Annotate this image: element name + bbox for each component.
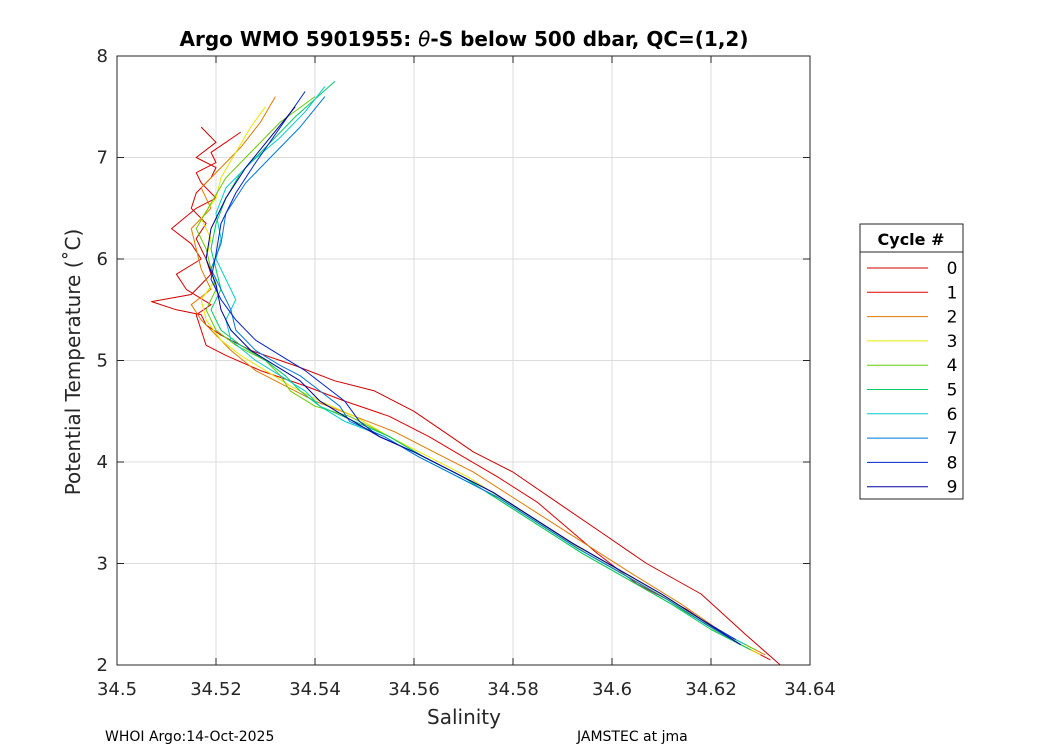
y-tick-label: 8 [97, 46, 108, 67]
y-tick-label: 7 [97, 148, 108, 169]
series-line-cycle-9 [205, 106, 741, 646]
legend-label-cycle-2: 2 [947, 308, 958, 328]
legend-title: Cycle # [878, 230, 945, 249]
legend: Cycle # 0 1 2 3 4 5 6 7 8 9 [859, 223, 964, 500]
legend-label-cycle-7: 7 [947, 429, 958, 449]
y-tick-label: 5 [97, 351, 108, 372]
chart-title-theta: θ [418, 27, 430, 51]
x-tick-label: 34.54 [289, 679, 341, 700]
series-line-cycle-3 [200, 106, 761, 656]
series-line-cycle-2 [190, 96, 766, 656]
series-line-cycle-0 [151, 126, 781, 666]
x-tick-labels: 34.5 34.52 34.54 34.56 34.58 34.6 34.62 34.64 [97, 679, 836, 700]
x-axis-label: Salinity [427, 705, 501, 729]
legend-label-cycle-4: 4 [947, 356, 958, 376]
legend-label-cycle-8: 8 [947, 453, 958, 473]
x-tick-label: 34.62 [685, 679, 737, 700]
legend-label-cycle-9: 9 [947, 478, 958, 498]
x-tick-label: 34.58 [487, 679, 539, 700]
series-line-cycle-5 [210, 81, 751, 651]
y-tick-label: 6 [97, 249, 108, 270]
legend-box [859, 223, 964, 500]
legend-label-cycle-3: 3 [947, 332, 958, 352]
legend-items: 0 1 2 3 4 5 6 7 8 9 [867, 259, 957, 498]
legend-label-cycle-1: 1 [947, 283, 958, 303]
x-tick-label: 34.64 [784, 679, 836, 700]
legend-label-cycle-5: 5 [947, 381, 958, 401]
y-tick-label: 4 [97, 452, 108, 473]
y-tick-labels: 2 3 4 5 6 7 8 [97, 46, 108, 676]
legend-label-cycle-6: 6 [947, 405, 958, 425]
x-tick-label: 34.56 [388, 679, 440, 700]
footer-right: JAMSTEC at jma [576, 729, 688, 745]
series-line-cycle-7 [210, 96, 741, 646]
x-tick-label: 34.5 [97, 679, 137, 700]
footer-left: WHOI Argo:14-Oct-2025 [105, 729, 274, 745]
y-tick-label: 2 [97, 655, 108, 676]
chart-title-suffix: -S below 500 dbar, QC=(1,2) [430, 27, 748, 51]
x-tick-label: 34.6 [592, 679, 632, 700]
y-axis-label: Potential Temperature (˚C) [61, 229, 85, 496]
chart-title-prefix: Argo WMO 5901955: [180, 27, 419, 51]
x-tick-label: 34.52 [190, 679, 242, 700]
chart-title: Argo WMO 5901955: θ-S below 500 dbar, QC… [180, 27, 749, 51]
legend-label-cycle-0: 0 [947, 259, 958, 279]
y-tick-label: 3 [97, 554, 108, 575]
series-group [151, 81, 781, 666]
axis-ticks [116, 55, 811, 666]
